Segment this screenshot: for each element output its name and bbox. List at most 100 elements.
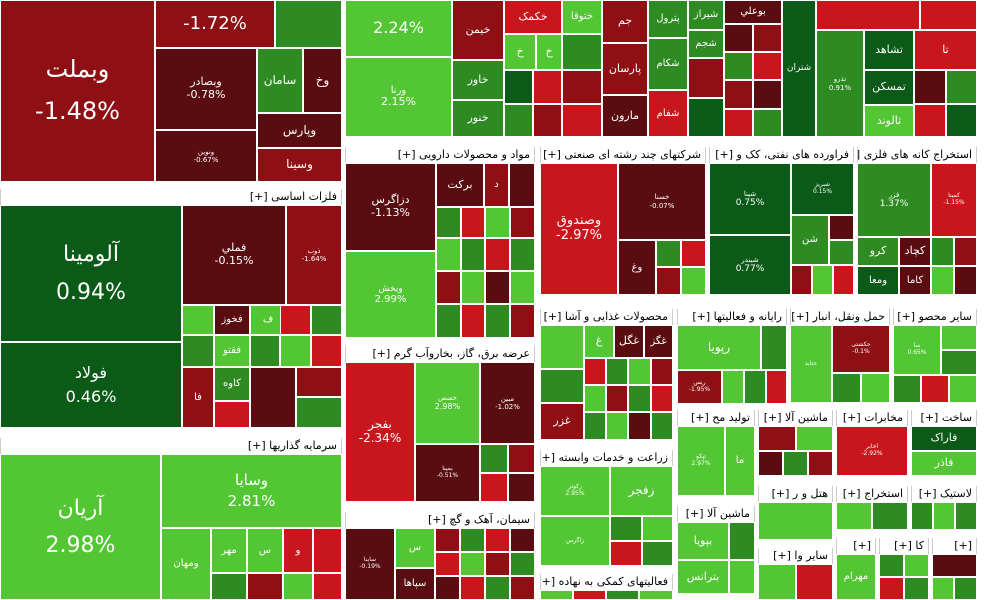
tile-mini-113[interactable] [540, 590, 573, 600]
sector-header-diversified[interactable]: شرکتهای چند رشته ای صنعتی [+] [540, 147, 706, 163]
tile-saina[interactable]: ساینا -0.19% [345, 528, 395, 600]
tile-mini-51[interactable] [436, 304, 461, 338]
tile-dzagros[interactable]: دزاگرس -1.13% [345, 163, 436, 251]
sector-header-mining[interactable]: استخراج [+] [836, 486, 908, 502]
sector-header-other[interactable]: سایر وا [+] [758, 548, 833, 564]
tile-shebandar[interactable]: شبندر 0.77% [709, 235, 791, 295]
tile-varna[interactable]: ورنا 2.15% [345, 57, 452, 137]
tile-mini-127[interactable] [911, 502, 933, 530]
tile-mini-126[interactable] [872, 502, 908, 530]
tile-zakosar[interactable]: زکوثر 2.95% [540, 466, 610, 516]
tile-petrol[interactable]: پترول [648, 0, 688, 38]
tile-mini-138[interactable] [954, 577, 977, 600]
tile-mini-111[interactable] [610, 541, 642, 566]
tile-mini-87[interactable] [606, 358, 628, 385]
tile-mini-130[interactable] [758, 564, 796, 600]
tile-mini-3[interactable] [504, 104, 533, 137]
tile-mini-2[interactable] [533, 70, 562, 104]
tile-mini-11[interactable] [753, 24, 782, 52]
tile-mini-97[interactable] [651, 412, 673, 440]
tile-mini-73[interactable] [656, 267, 681, 295]
tile-mini-44[interactable] [461, 238, 485, 271]
tile-mini-124[interactable] [758, 502, 833, 540]
tile-mini-70[interactable] [510, 576, 535, 600]
tile-khavar[interactable]: خاور [452, 60, 504, 100]
tile-ta[interactable]: تا [914, 30, 977, 70]
tile-mini-30[interactable] [250, 367, 296, 428]
tile-mini-132[interactable] [879, 554, 904, 577]
tile-mini-8[interactable] [688, 58, 724, 98]
tile-mini-42[interactable] [510, 207, 535, 238]
sector-header-other-products[interactable]: سایر محصو [+] [893, 309, 977, 325]
tile-mini-56[interactable] [508, 444, 535, 473]
tile-mini-15[interactable] [753, 80, 782, 109]
tile-mini-53[interactable] [485, 304, 510, 338]
tile-mini-74[interactable] [681, 267, 706, 295]
tile-mini-54[interactable] [510, 304, 535, 338]
tile-mini-99[interactable] [722, 370, 744, 404]
tile-s-cement[interactable]: س [395, 528, 435, 568]
tile-arian[interactable]: آريان 2.98% [0, 454, 161, 600]
tile-hakeshti[interactable]: حکشتی -0.1% [832, 325, 890, 373]
sector-header-electric[interactable]: تولید مح [+] [677, 410, 755, 426]
tile-mini-9[interactable] [688, 98, 724, 137]
tile-kama[interactable]: کاما [899, 266, 931, 295]
tile-mini-6[interactable] [562, 70, 602, 104]
tile-mini-67[interactable] [435, 576, 460, 600]
tile-mini-122[interactable] [729, 522, 755, 560]
tile-mini-52[interactable] [461, 304, 485, 338]
sector-header-agriculture[interactable]: زراعت و خدمات وابسته [+] [540, 450, 673, 466]
tile-mini-112[interactable] [642, 541, 673, 566]
tile-mini-69[interactable] [485, 576, 510, 600]
tile-kachad[interactable]: کچاد [899, 237, 931, 266]
tile-sa[interactable]: سا 0.65% [893, 325, 941, 375]
tile-mini-59[interactable] [435, 528, 460, 552]
tile-mini-25[interactable] [250, 335, 280, 367]
sector-header-transport[interactable]: حمل ونقل، انبار [+] [790, 309, 890, 325]
tile-mini-109[interactable] [610, 516, 642, 541]
tile-mini-91[interactable] [606, 385, 628, 412]
tile-mini-92[interactable] [628, 385, 651, 412]
tile-bank-1[interactable]: -1.72% [155, 0, 275, 48]
sector-header-petroleum[interactable]: فراورده های نفتی، کک و [+] [709, 147, 854, 163]
tile-mini-14[interactable] [724, 80, 753, 109]
tile-mini-34[interactable] [211, 573, 247, 600]
tile-mini-76[interactable] [829, 240, 854, 265]
sector-header-hotel[interactable]: هتل و ر [+] [758, 486, 833, 502]
tile-mini-125[interactable] [836, 502, 872, 530]
sector-header-cement[interactable]: سیمان، آهک و گچ [+] [345, 512, 535, 528]
tile-kh-1[interactable]: خ [504, 34, 536, 70]
tile-mini-101[interactable] [766, 370, 787, 404]
tile-mini-110[interactable] [642, 516, 673, 541]
tile-mini-129[interactable] [955, 502, 977, 530]
tile-mobin[interactable]: مبین -1.02% [480, 362, 535, 444]
tile-mini-36[interactable] [283, 573, 313, 600]
tile-mini-38[interactable] [509, 163, 535, 207]
sector-header-small-2[interactable]: کا [+] [879, 538, 929, 554]
tile-mini-65[interactable] [485, 552, 510, 576]
sector-header-investments[interactable]: سرمایه گذاریها [+] [0, 438, 342, 454]
tile-mini-96[interactable] [628, 412, 651, 440]
tile-mini-121[interactable] [808, 451, 833, 476]
tile-mini-108[interactable] [949, 375, 977, 403]
tile-khtooqa[interactable]: ختوقا [562, 0, 602, 34]
tile-mini-117[interactable] [758, 426, 796, 451]
tile-mini-23[interactable] [182, 335, 214, 367]
tile-mini-27[interactable] [311, 305, 342, 335]
tile-mini-81[interactable] [954, 237, 977, 266]
tile-mini-84[interactable] [540, 325, 584, 369]
tile-mini-5[interactable] [562, 34, 602, 70]
tile-mini-60[interactable] [460, 528, 485, 552]
tile-mini-26[interactable] [280, 305, 311, 335]
tile-mini-114[interactable] [573, 590, 606, 600]
tile-mini-100[interactable] [744, 370, 766, 404]
tile-shen[interactable]: شن [791, 215, 829, 265]
tile-mini-116[interactable] [639, 590, 673, 600]
sector-header-metal-ores[interactable]: استخراج کانه های فلزی [+] [857, 147, 977, 163]
tile-ghgaz[interactable]: غگز [644, 325, 673, 358]
tile-mini-16[interactable] [724, 109, 753, 137]
tile-rpooya[interactable]: رپويا [677, 325, 761, 370]
tile-shajam[interactable]: شجم [688, 30, 724, 58]
tile-mini-48[interactable] [461, 271, 485, 304]
tile-mini-20[interactable] [914, 104, 946, 137]
